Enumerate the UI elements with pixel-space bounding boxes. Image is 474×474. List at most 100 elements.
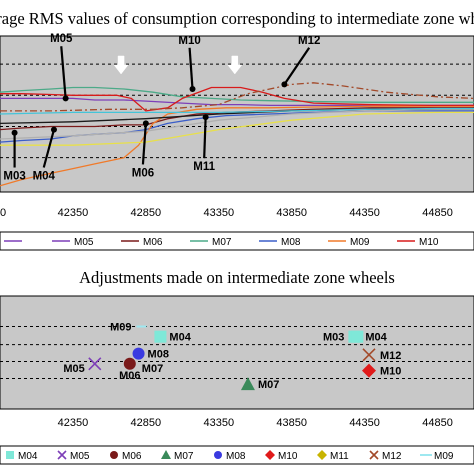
annotation-leader — [203, 117, 207, 159]
series-line-unlabeled-7 — [0, 108, 474, 140]
legend-marker-m10 — [265, 450, 275, 460]
grid-bottom — [0, 326, 474, 379]
data-point-m07 — [240, 377, 255, 391]
series-line-m10 — [0, 86, 474, 112]
series-layer-top — [0, 82, 474, 187]
legend-box-top — [0, 231, 474, 251]
annotation-dot — [11, 129, 18, 136]
point-label-m07: M07 — [142, 363, 163, 375]
x-tick-label: 44850 — [422, 417, 453, 429]
annotation-label-m12: M12 — [298, 35, 320, 47]
series-line-m07 — [0, 86, 474, 103]
annotation-dot — [50, 126, 57, 133]
annotation-leader — [42, 129, 56, 168]
legend-marker-m11 — [317, 450, 327, 460]
panel-bottom: Adjustments made on intermediate zone wh… — [0, 268, 474, 465]
x-tick-label: 43850 — [276, 207, 307, 219]
legend-marker-m06 — [110, 451, 118, 459]
legend-marker-m08 — [214, 451, 222, 459]
legend-label-m04: M04 — [18, 451, 38, 462]
annotation-dot — [142, 120, 149, 127]
annotation-label-m11: M11 — [193, 161, 215, 173]
down-arrow-marker — [113, 55, 129, 75]
x-tick-label: 42350 — [58, 207, 89, 219]
x-tick-label: 42350 — [58, 417, 89, 429]
legend-label-m10: M10 — [278, 451, 298, 462]
annotation-leader — [188, 47, 194, 90]
annotation-leader — [60, 46, 67, 99]
down-arrow-marker — [227, 55, 243, 75]
legend-marker-m12 — [369, 450, 379, 460]
legend-label-m05: M05 — [74, 237, 94, 248]
data-point-m08 — [132, 347, 145, 360]
annotation-label-m05: M05 — [50, 33, 73, 45]
series-line-m12 — [0, 82, 474, 112]
series-line-m09 — [0, 105, 474, 187]
legend-marker-m07 — [161, 450, 171, 459]
chart-title-top: Average RMS values of consumption corres… — [0, 9, 474, 28]
legend-label-m06: M06 — [122, 451, 142, 462]
point-label-m07: M07 — [258, 379, 279, 391]
annotation-label-m10: M10 — [178, 35, 200, 47]
x-ticks-bottom: 42350 42850 43350 43850 44350 44850 — [58, 417, 453, 429]
panel-top: Average RMS values of consumption corres… — [0, 9, 474, 251]
legend-label-m08: M08 — [281, 237, 301, 248]
legend-label-m08: M08 — [226, 451, 246, 462]
plot-area-bottom — [0, 295, 474, 410]
series-line-unlabeled-9 — [0, 111, 474, 146]
point-label-m09: M09 — [110, 322, 131, 334]
x-tick-label: 44350 — [349, 207, 380, 219]
series-line-m06 — [0, 107, 474, 131]
annotation-leader — [141, 123, 147, 165]
data-point-m12 — [362, 348, 376, 362]
point-label-m12: M12 — [380, 350, 401, 362]
legend-box-bottom — [0, 445, 474, 465]
x-tick-label: 43350 — [203, 207, 234, 219]
legend-label-m06: M06 — [143, 237, 163, 248]
data-point-m04 — [351, 330, 364, 343]
x-tick-label: 44850 — [422, 207, 453, 219]
data-point-m06 — [123, 357, 136, 370]
legend-top: M05 M06 M07 M08 M09 M10 — [0, 231, 474, 251]
legend-label-m10: M10 — [419, 237, 439, 248]
legend-label-m09: M09 — [434, 451, 454, 462]
legend-bottom: M04 M05 M06 M07 M08 M10 M11 M12 M09 — [0, 445, 474, 465]
legend-label-m11: M11 — [330, 451, 349, 462]
point-label-m05: M05 — [63, 363, 84, 375]
legend-label-m09: M09 — [350, 237, 370, 248]
x-tick-label: 42850 — [131, 207, 162, 219]
x-tick-label: 43850 — [276, 417, 307, 429]
point-label-m10: M10 — [380, 366, 401, 378]
chart-title-bottom: Adjustments made on intermediate zone wh… — [79, 268, 395, 287]
legend-label-m12: M12 — [382, 451, 402, 462]
annotations-top: M05 M10 M12 M03 M04 M06 M11 — [3, 33, 320, 182]
data-point-m10 — [361, 363, 376, 378]
series-line-unlabeled-10 — [0, 107, 474, 115]
point-label-m04: M04 — [169, 332, 191, 344]
point-label-m03: M03 — [323, 332, 344, 344]
x-tick-label: 42850 — [131, 417, 162, 429]
legend-marker-m04 — [6, 451, 14, 459]
annotation-leader — [283, 47, 311, 85]
point-label-m08: M08 — [148, 349, 169, 361]
series-line-m05 — [0, 97, 474, 107]
legend-label-m05: M05 — [70, 451, 90, 462]
x-tick-partial: 0 — [0, 207, 6, 219]
legend-label-m07: M07 — [174, 451, 194, 462]
annotation-dot — [62, 95, 69, 102]
annotation-dot — [189, 86, 196, 93]
x-tick-label: 43350 — [203, 417, 234, 429]
annotation-label-m06: M06 — [132, 167, 154, 179]
point-label-m06: M06 — [119, 370, 140, 382]
annotation-dot — [202, 114, 209, 121]
data-point-m04 — [154, 330, 167, 343]
point-label-m04: M04 — [365, 332, 387, 344]
annotation-label-m04: M04 — [33, 171, 56, 183]
data-point-m05 — [88, 357, 102, 371]
legend-label-m07: M07 — [212, 237, 232, 248]
x-tick-label: 44350 — [349, 417, 380, 429]
annotation-label-m03: M03 — [3, 171, 25, 183]
annotation-dot — [281, 81, 288, 88]
